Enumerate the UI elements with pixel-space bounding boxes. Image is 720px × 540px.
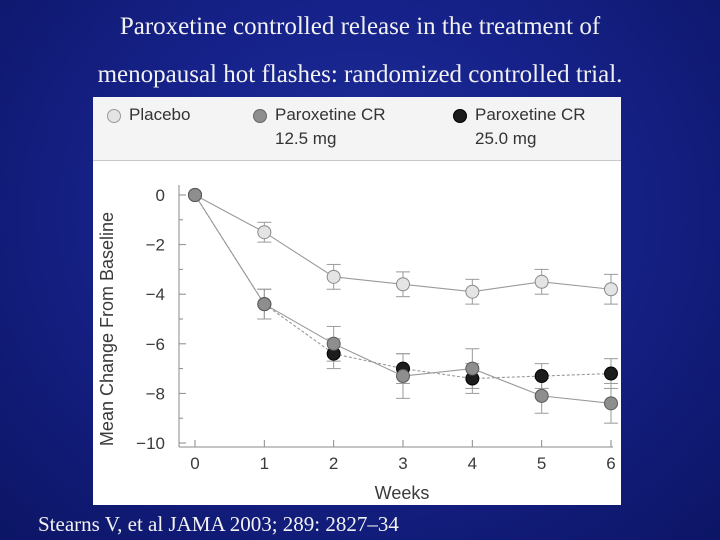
y-tick-label: −6	[146, 335, 165, 354]
x-tick-label: 3	[398, 454, 407, 473]
line-chart: Mean Change From Baseline Weeks 0 −2 −4 −6 −…	[97, 185, 618, 503]
placebo-marker-icon	[107, 109, 121, 123]
data-point	[604, 396, 618, 411]
slide-title-line-1: Paroxetine controlled release in the tre…	[119, 13, 601, 40]
y-tick-label: −2	[146, 236, 165, 255]
paroxetine-25-marker-icon	[453, 109, 467, 123]
x-tick-label: 6	[606, 454, 615, 473]
citation: Stearns V, et al JAMA 2003; 289: 2827–34	[38, 512, 399, 536]
data-point	[396, 369, 410, 384]
x-axis-label: Weeks	[375, 483, 430, 503]
y-tick-label: −10	[136, 434, 165, 453]
data-point	[257, 297, 272, 312]
paroxetine-12-5-marker-icon	[253, 109, 267, 123]
legend-label: Paroxetine CR	[475, 105, 586, 124]
chart-legend: Placebo Paroxetine CR 12.5 mg Paroxetine…	[93, 97, 621, 161]
x-tick-label: 0	[190, 454, 199, 473]
data-point	[604, 282, 618, 297]
legend-label: Paroxetine CR	[275, 105, 386, 124]
data-point	[534, 274, 549, 289]
x-tick-label: 1	[260, 454, 269, 473]
data-point	[465, 361, 480, 376]
data-point	[257, 225, 272, 240]
x-tick-label: 2	[329, 454, 338, 473]
y-tick-label: −4	[146, 285, 165, 304]
data-point	[534, 369, 549, 384]
data-point	[188, 188, 202, 202]
x-tick-label: 4	[468, 454, 477, 473]
data-point	[396, 277, 410, 292]
slide-title-line-2: menopausal hot flashes: randomized contr…	[97, 61, 623, 88]
x-tick-label: 5	[537, 454, 546, 473]
data-point	[326, 336, 341, 351]
data-point	[534, 388, 549, 403]
chart-figure: Placebo Paroxetine CR 12.5 mg Paroxetine…	[93, 97, 621, 505]
data-point	[326, 269, 341, 284]
y-tick-label: 0	[156, 186, 165, 205]
legend-sublabel: 25.0 mg	[475, 129, 537, 148]
data-point	[465, 284, 480, 299]
legend-sublabel: 12.5 mg	[275, 129, 337, 148]
data-point	[604, 366, 618, 381]
y-axis-label: Mean Change From Baseline	[97, 212, 117, 446]
y-tick-label: −8	[146, 384, 165, 403]
legend-label: Placebo	[129, 105, 191, 124]
